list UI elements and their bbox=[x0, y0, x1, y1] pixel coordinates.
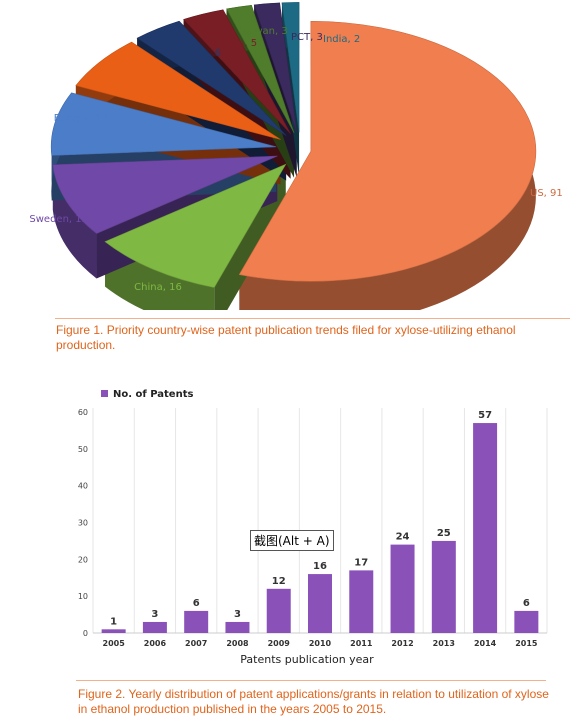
pie-slice-korea bbox=[183, 9, 291, 134]
x-tick-label: 2006 bbox=[144, 639, 167, 648]
figure2-caption: Figure 2. Yearly distribution of patent … bbox=[78, 687, 549, 716]
pie-label-china: China, 16 bbox=[134, 282, 182, 293]
caption-divider bbox=[55, 318, 570, 319]
pie-slice-india bbox=[281, 2, 300, 133]
pie-label-taiwan: Taiwan, 3 bbox=[240, 26, 288, 37]
caption-divider bbox=[76, 680, 546, 681]
bar-2010 bbox=[308, 574, 332, 633]
data-label: 1 bbox=[110, 616, 117, 627]
bar-2013 bbox=[431, 540, 456, 633]
data-label: 6 bbox=[523, 598, 530, 609]
y-tick-label: 10 bbox=[78, 592, 88, 601]
y-tick-label: 30 bbox=[78, 519, 88, 528]
pie-label-sweden: Sweden, 15 bbox=[29, 214, 88, 225]
y-tick-label: 20 bbox=[78, 555, 88, 564]
y-tick-label: 50 bbox=[78, 445, 88, 454]
x-tick-label: 2012 bbox=[391, 639, 413, 648]
bar-2005 bbox=[101, 629, 126, 633]
x-tick-label: 2011 bbox=[350, 639, 373, 648]
pie-label-pct: PCT, 3 bbox=[291, 32, 323, 43]
pie-label-europe: Europe, 13 bbox=[54, 113, 108, 124]
pie-label-japan: Japan, 11 bbox=[117, 70, 165, 81]
bar-2007 bbox=[184, 610, 209, 633]
data-label: 17 bbox=[354, 557, 368, 568]
figure1-caption: Figure 1. Priority country-wise patent p… bbox=[56, 323, 516, 352]
y-tick-label: 40 bbox=[78, 482, 88, 491]
data-label: 16 bbox=[313, 561, 327, 572]
x-tick-label: 2015 bbox=[515, 639, 538, 648]
bar-2011 bbox=[349, 570, 374, 633]
pie-label-korea: Korea, 5 bbox=[216, 38, 257, 49]
legend-label: No. of Patents bbox=[113, 389, 193, 400]
y-tick-label: 0 bbox=[83, 629, 88, 638]
pie-label-australia: Australia, 6 bbox=[164, 48, 221, 59]
data-label: 12 bbox=[272, 576, 286, 587]
data-label: 57 bbox=[478, 410, 492, 421]
pie-slice-europe bbox=[50, 92, 277, 156]
data-label: 6 bbox=[193, 598, 200, 609]
bar-2006 bbox=[142, 621, 167, 633]
data-label: 24 bbox=[396, 532, 410, 543]
legend-swatch bbox=[101, 390, 108, 397]
pie-edge-china bbox=[105, 241, 215, 310]
pie-label-india: India, 2 bbox=[323, 34, 360, 45]
bar-2008 bbox=[225, 621, 250, 633]
x-tick-label: 2009 bbox=[268, 639, 291, 648]
data-label: 3 bbox=[151, 609, 158, 620]
data-label: 25 bbox=[437, 528, 451, 539]
bar-2015 bbox=[514, 610, 539, 633]
x-tick-label: 2008 bbox=[226, 639, 249, 648]
pie-chart: US, 91 China, 16 Sweden, 15 Europe, 13 Japan… bbox=[29, 2, 563, 310]
pie-slice-taiwan bbox=[226, 4, 295, 134]
y-tick-label: 60 bbox=[78, 408, 88, 417]
x-tick-label: 2014 bbox=[474, 639, 497, 648]
pie-slice-us bbox=[238, 20, 537, 282]
pie-slice-pct bbox=[253, 2, 298, 133]
x-tick-label: 2010 bbox=[309, 639, 332, 648]
bar-2014 bbox=[473, 423, 498, 633]
pie-slice-japan bbox=[75, 41, 281, 140]
bar-chart: 0 10 20 30 40 50 60 1 2005 3 2006 6 2007 3 2008 12 2009 1… bbox=[78, 389, 548, 666]
x-tick-label: 2013 bbox=[433, 639, 455, 648]
bar-2009 bbox=[266, 588, 291, 633]
x-tick-label: 2005 bbox=[103, 639, 126, 648]
pie-slice-china bbox=[104, 163, 287, 288]
pie-edge-sweden bbox=[52, 164, 97, 279]
data-label: 3 bbox=[234, 609, 241, 620]
pie-slice-australia bbox=[136, 20, 287, 136]
pie-slice-sweden bbox=[52, 155, 278, 234]
x-tick-label: 2007 bbox=[185, 639, 207, 648]
pie-label-us: US, 91 bbox=[530, 188, 563, 199]
screenshot-tooltip: 截图(Alt + A) bbox=[250, 530, 334, 551]
bar-2012 bbox=[390, 544, 415, 633]
x-axis-label: Patents publication year bbox=[240, 653, 374, 666]
